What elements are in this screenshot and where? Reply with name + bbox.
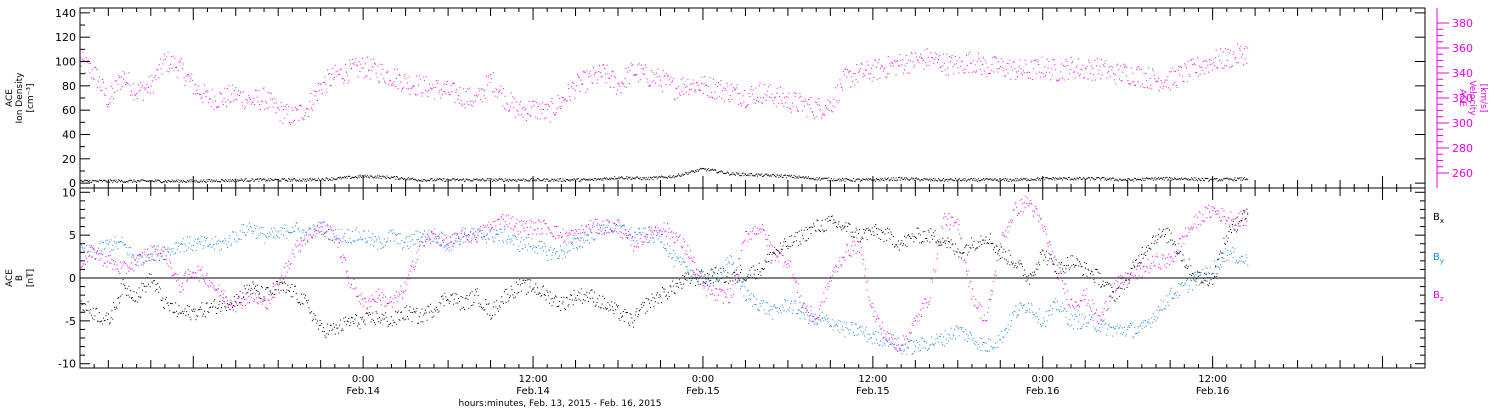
x-tick-time: 12:00 <box>1198 374 1227 385</box>
top-x-ticks <box>79 8 1426 188</box>
density-ylabel-line1: ACE <box>5 89 15 107</box>
field-tick-label: -10 <box>58 358 76 371</box>
x-tick-date: Feb.14 <box>346 386 380 397</box>
velocity-ylabel-line1: ACE <box>1457 89 1467 107</box>
field-tick-label: 0 <box>69 272 76 285</box>
legend-bx-sub: x <box>1440 217 1444 225</box>
x-tick-date: Feb.15 <box>686 386 720 397</box>
velocity-tick-label: 260 <box>1452 167 1473 180</box>
density-velocity-panel: 0 20 40 60 80 100 120 140 260 280 300 320 340 360 380… <box>5 7 1488 190</box>
field-ylabel-line1: ACE <box>5 269 15 287</box>
velocity-tick-label: 300 <box>1452 117 1473 130</box>
field-ylabel-line2: B <box>15 275 25 281</box>
velocity-ylabel-line3: [km/s] <box>1478 84 1488 113</box>
legend-by-letter: B <box>1433 252 1440 263</box>
density-tick-label: 100 <box>55 56 76 69</box>
field-tick-label: -5 <box>65 315 76 328</box>
x-tick-date: Feb.15 <box>856 386 890 397</box>
velocity-tick-label: 340 <box>1452 67 1473 80</box>
density-tick-label: 120 <box>55 31 76 44</box>
x-tick-date: Feb.16 <box>1026 386 1060 397</box>
velocity-tick-label: 360 <box>1452 42 1473 55</box>
velocity-ylabel-line2: Velocity <box>1467 80 1477 116</box>
density-ylabel-line2: Ion Density <box>15 72 25 124</box>
density-velocity-marks <box>80 43 1249 184</box>
field-marks <box>80 196 1249 355</box>
legend-bz: Bz <box>1433 290 1444 303</box>
density-ylabel-line3: [cm⁻³] <box>26 83 36 112</box>
density-tick-label: 140 <box>55 7 76 20</box>
velocity-tick-label: 280 <box>1452 142 1473 155</box>
legend-by-sub: y <box>1440 257 1444 265</box>
legend: Bx By Bz <box>1433 212 1444 303</box>
by-series <box>80 219 1249 355</box>
density-tick-label: 80 <box>62 80 76 93</box>
velocity-tick-label: 320 <box>1452 92 1473 105</box>
legend-bx: Bx <box>1433 212 1444 225</box>
magnetic-field-panel: -10 -5 0 5 10 ACE B [nT] Bx By Bz <box>5 186 1444 370</box>
legend-bz-letter: B <box>1433 290 1440 301</box>
field-axis-ticks: -10 -5 0 5 10 <box>58 186 1425 371</box>
field-tick-label: 5 <box>69 229 76 242</box>
x-tick-time: 0:00 <box>352 374 374 385</box>
x-tick-time: 0:00 <box>1032 374 1054 385</box>
field-ylabel-line3: [nT] <box>26 269 36 287</box>
density-tick-label: 40 <box>62 128 76 141</box>
x-tick-time: 0:00 <box>692 374 714 385</box>
top-plot-frame <box>79 7 1426 189</box>
velocity-tick-label: 380 <box>1452 17 1473 30</box>
bz-series <box>80 196 1249 355</box>
x-tick-date: Feb.14 <box>516 386 550 397</box>
density-tick-label: 20 <box>62 153 76 166</box>
density-tick-label: 60 <box>62 104 76 117</box>
field-tick-label: 10 <box>62 186 76 199</box>
x-tick-date: Feb.16 <box>1196 386 1230 397</box>
legend-bx-letter: B <box>1433 212 1440 223</box>
velocity-series <box>80 43 1249 126</box>
density-series <box>80 167 1249 184</box>
bottom-x-ticks <box>79 188 1426 368</box>
x-tick-labels: 0:00Feb.1412:00Feb.140:00Feb.1512:00Feb.… <box>346 374 1229 397</box>
x-axis-label: hours:minutes, Feb. 13, 2015 - Feb. 16, … <box>459 399 662 409</box>
density-tick-label: 0 <box>69 177 76 190</box>
x-tick-time: 12:00 <box>519 374 548 385</box>
bx-series <box>80 208 1249 339</box>
velocity-axis-ticks: 260 280 300 320 340 360 380 <box>1436 8 1473 188</box>
x-tick-time: 12:00 <box>858 374 887 385</box>
density-axis-ticks: 0 20 40 60 80 100 120 140 <box>55 7 1425 190</box>
legend-by: By <box>1433 252 1444 265</box>
legend-bz-sub: z <box>1440 295 1444 303</box>
